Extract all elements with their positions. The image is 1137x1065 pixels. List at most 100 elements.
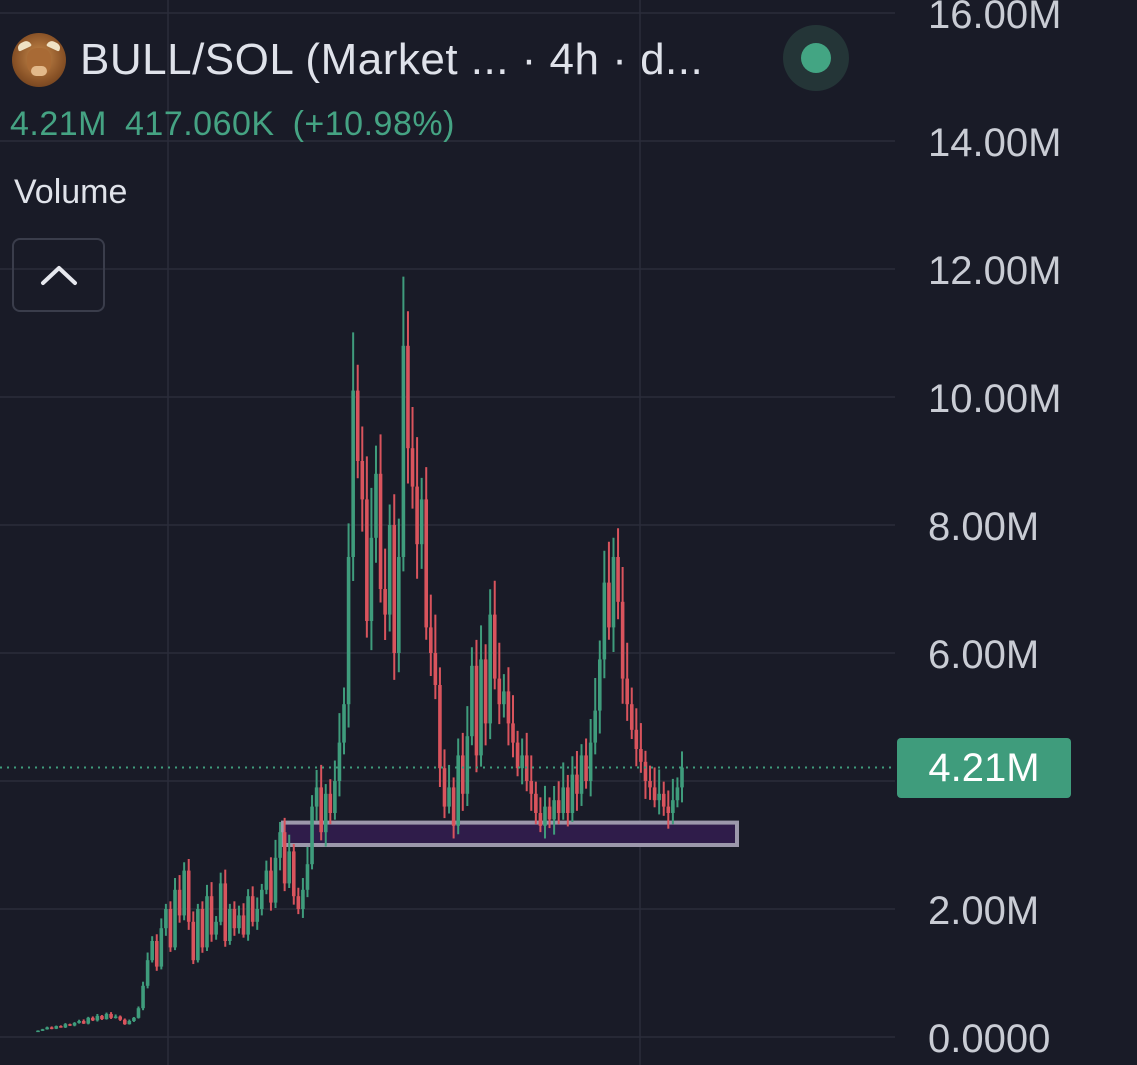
price-summary: 4.21M 417.060K (+10.98%) xyxy=(10,105,455,144)
candle-body xyxy=(40,1029,45,1031)
candle-body xyxy=(575,774,579,794)
candle-body xyxy=(269,870,273,903)
candle-body xyxy=(200,909,205,948)
candle-body xyxy=(502,691,506,705)
candle-body xyxy=(410,448,415,487)
candle-body xyxy=(374,473,378,538)
candle-body xyxy=(54,1026,59,1029)
indicator-label: Volume xyxy=(14,173,128,211)
candle-body xyxy=(566,787,570,813)
y-tick-label: 2.00M xyxy=(928,889,1039,933)
candle-body xyxy=(351,390,355,557)
candle-body xyxy=(91,1017,95,1021)
candle-body xyxy=(59,1026,63,1028)
candle-body xyxy=(383,589,387,615)
candle-body xyxy=(164,909,168,929)
candle-body xyxy=(611,557,616,628)
candle-body xyxy=(597,659,602,711)
collapse-indicators-button[interactable] xyxy=(12,238,105,312)
candle-body xyxy=(136,1008,141,1018)
candle-body xyxy=(515,742,520,769)
candle-body xyxy=(49,1027,54,1029)
candle-body xyxy=(648,781,652,788)
candle-body xyxy=(497,678,502,705)
candle-body xyxy=(369,537,374,621)
y-tick-label: 16.00M xyxy=(928,0,1061,37)
candle-body xyxy=(406,345,410,449)
candle-body xyxy=(534,793,538,813)
candle-body xyxy=(237,915,241,929)
candle-body xyxy=(451,787,456,826)
candle-body xyxy=(460,755,465,794)
price-axis: 16.00M 14.00M 12.00M 10.00M 8.00M 6.00M 2.00M 0… xyxy=(928,0,1061,1061)
candle-body xyxy=(323,793,328,833)
candle-body xyxy=(319,787,323,833)
y-tick-label: 14.00M xyxy=(928,121,1061,165)
candle-body xyxy=(291,851,296,897)
candle-body xyxy=(634,729,639,749)
candle-body xyxy=(483,659,488,724)
candle-body xyxy=(154,941,159,967)
candle-body xyxy=(296,896,301,909)
candle-body xyxy=(680,767,684,788)
candle-body xyxy=(543,806,547,826)
candle-body xyxy=(529,781,534,794)
candle-body xyxy=(428,627,433,653)
candle-body xyxy=(141,985,145,1009)
candle-body xyxy=(456,755,460,826)
candle-body xyxy=(556,800,561,813)
candle-body xyxy=(333,781,337,813)
last-value: 4.21M xyxy=(10,105,107,143)
candle-body xyxy=(264,870,269,890)
candle-body xyxy=(552,800,556,820)
candle-body xyxy=(616,557,620,602)
candle-body xyxy=(260,889,264,909)
candle-body xyxy=(661,793,666,807)
pair-title[interactable]: BULL/SOL (Market ... · 4h · d... xyxy=(80,35,704,84)
candle-body xyxy=(433,653,438,685)
candle-body xyxy=(547,806,552,820)
status-indicator[interactable] xyxy=(783,25,849,91)
candle-body xyxy=(355,390,360,461)
live-status-dot-icon xyxy=(801,43,831,73)
candle-body xyxy=(479,659,483,756)
candle-body xyxy=(196,909,200,961)
candle-body xyxy=(387,525,392,615)
candle-body xyxy=(177,889,182,916)
candle-body xyxy=(95,1015,100,1021)
y-tick-label: 12.00M xyxy=(928,249,1061,293)
candle-body xyxy=(511,723,515,743)
candle-body xyxy=(118,1016,123,1020)
candle-body xyxy=(86,1017,91,1024)
candle-body xyxy=(643,761,648,781)
candle-body xyxy=(72,1022,77,1026)
candle-body xyxy=(629,704,634,730)
change-abs: 417.060K xyxy=(125,105,275,143)
bull-head-icon xyxy=(12,33,66,87)
candle-body xyxy=(100,1015,104,1020)
candle-body xyxy=(488,614,492,724)
candle-body xyxy=(424,499,429,628)
candle-body xyxy=(278,832,282,858)
candle-body xyxy=(150,941,154,961)
candle-body xyxy=(419,499,424,545)
candle-body xyxy=(652,787,657,801)
candle-body xyxy=(255,909,260,922)
candle-body xyxy=(506,691,511,724)
candle-body xyxy=(168,909,173,948)
candle-body xyxy=(241,915,246,935)
candle-body xyxy=(145,960,150,986)
candle-body xyxy=(310,806,314,865)
candle-body xyxy=(122,1019,127,1025)
candle-body xyxy=(474,665,479,756)
candle-body xyxy=(360,461,365,500)
candle-body xyxy=(465,736,470,794)
y-tick-label: 10.00M xyxy=(928,377,1061,421)
candle-body xyxy=(561,787,566,813)
y-tick-label: 6.00M xyxy=(928,633,1039,677)
candle-body xyxy=(378,473,383,589)
candle-body xyxy=(365,499,369,621)
y-tick-label: 0.0000 xyxy=(928,1017,1050,1061)
candle-body xyxy=(593,710,598,743)
